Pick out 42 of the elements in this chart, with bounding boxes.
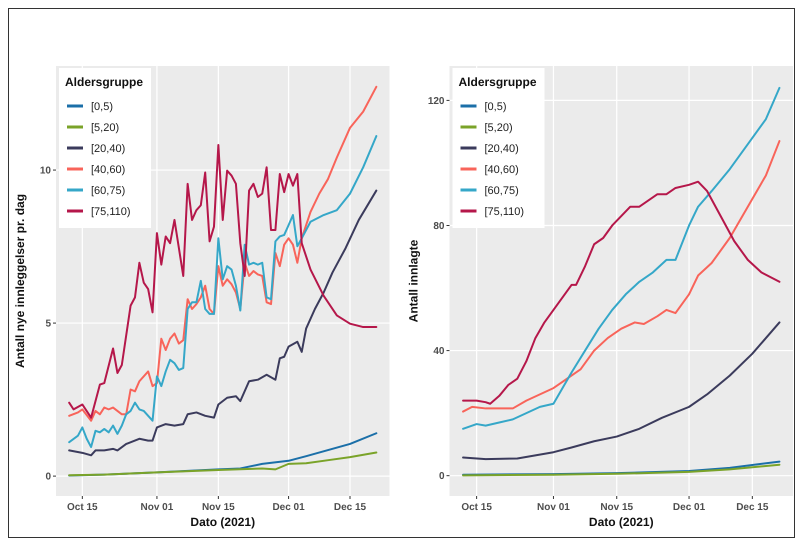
x-tick-label: Dec 15 [334, 502, 367, 513]
y-axis-title: Antall nye innleggelser pr. dag [13, 194, 27, 368]
legend-title: Aldersgruppe [65, 75, 144, 89]
x-tick-label: Nov 01 [140, 502, 174, 513]
legend-label: [40,60) [484, 164, 519, 176]
legend-label: [20,40) [484, 143, 519, 155]
x-axis-title: Dato (2021) [588, 515, 654, 529]
y-tick-label: 40 [433, 346, 445, 358]
legend-label: [20,40) [91, 143, 126, 155]
line-series [462, 464, 780, 476]
line-series [68, 452, 378, 476]
legend-label: [75,110) [484, 206, 524, 218]
x-tick-label: Dec 15 [736, 502, 769, 513]
y-tick-label: 5 [45, 318, 52, 330]
x-tick-label: Oct 15 [461, 502, 492, 513]
x-tick-label: Nov 15 [202, 502, 236, 513]
line-series [462, 86, 780, 430]
legend-label: [75,110) [91, 206, 131, 218]
legend-label: [0,5) [484, 101, 507, 113]
legend-label: [40,60) [91, 164, 126, 176]
legend-label: [60,75) [484, 185, 519, 197]
line-series [462, 180, 780, 405]
y-tick-label: 120 [428, 96, 445, 107]
x-tick-label: Nov 15 [600, 502, 634, 513]
x-axis-title: Dato (2021) [190, 515, 256, 529]
y-tick-label: 10 [40, 166, 52, 177]
line-series [462, 321, 780, 460]
y-tick-label: 0 [45, 472, 52, 483]
legend-title: Aldersgruppe [458, 75, 537, 89]
x-tick-label: Oct 15 [67, 502, 98, 513]
y-axis-title: Antall innlagte [406, 239, 420, 322]
y-tick-label: 0 [438, 471, 445, 482]
legend-label: [0,5) [91, 101, 114, 113]
legend-label: [60,75) [91, 185, 126, 197]
legend-label: [5,20) [484, 122, 513, 134]
line-series [462, 460, 780, 476]
y-tick-label: 80 [433, 220, 445, 232]
line-series [462, 140, 780, 413]
x-tick-label: Dec 01 [672, 502, 706, 513]
x-tick-label: Dec 01 [272, 502, 306, 513]
legend-label: [5,20) [91, 122, 120, 134]
x-tick-label: Nov 01 [537, 502, 570, 513]
